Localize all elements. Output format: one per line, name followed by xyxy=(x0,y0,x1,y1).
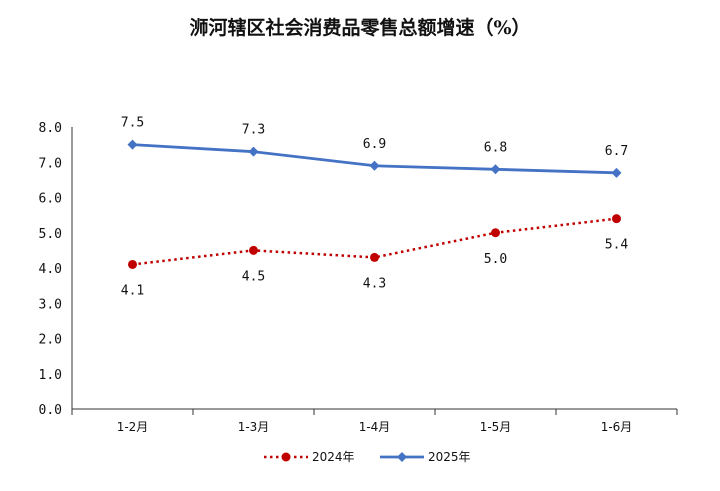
data-label: 4.3 xyxy=(363,276,386,291)
data-point xyxy=(490,164,501,175)
y-tick-label: 0.0 xyxy=(39,403,62,418)
data-label: 6.7 xyxy=(605,144,628,159)
y-tick-label: 7.0 xyxy=(39,156,62,171)
data-label: 7.5 xyxy=(121,116,144,131)
data-point xyxy=(248,146,259,157)
data-label: 6.9 xyxy=(363,137,386,152)
legend-marker xyxy=(281,452,291,462)
y-tick-label: 6.0 xyxy=(39,192,62,207)
data-point xyxy=(611,167,622,178)
data-label: 5.0 xyxy=(484,252,507,267)
data-point xyxy=(127,139,138,150)
legend-marker xyxy=(397,452,407,462)
legend-label: 2025年 xyxy=(428,450,471,464)
data-label: 5.4 xyxy=(605,238,629,253)
data-label: 4.5 xyxy=(242,269,265,284)
x-tick-label: 1-2月 xyxy=(117,420,149,434)
chart-title: 浉河辖区社会消费品零售总额增速（%） xyxy=(189,16,530,39)
data-point xyxy=(370,252,379,262)
legend-label: 2024年 xyxy=(312,450,355,464)
y-tick-label: 8.0 xyxy=(39,121,62,136)
x-tick-label: 1-6月 xyxy=(601,420,633,434)
x-tick-label: 1-5月 xyxy=(480,420,512,434)
data-point xyxy=(369,160,380,171)
data-label: 7.3 xyxy=(242,123,265,138)
data-label: 6.8 xyxy=(484,140,507,155)
y-tick-label: 5.0 xyxy=(39,227,62,242)
x-tick-label: 1-4月 xyxy=(359,420,391,434)
data-label: 4.1 xyxy=(121,283,144,298)
y-tick-label: 4.0 xyxy=(39,262,62,277)
data-point xyxy=(491,228,500,238)
x-tick-label: 1-3月 xyxy=(238,420,270,434)
y-tick-label: 2.0 xyxy=(39,333,62,348)
data-point xyxy=(128,259,137,269)
data-point xyxy=(249,245,258,255)
data-point xyxy=(612,214,621,224)
y-tick-label: 3.0 xyxy=(39,297,62,312)
y-tick-label: 1.0 xyxy=(39,368,62,383)
